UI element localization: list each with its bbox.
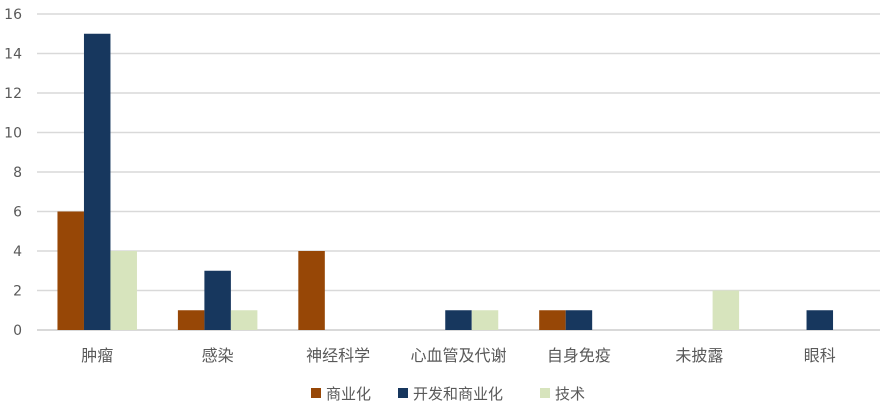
- bar-自身免疫-开发和商业化: [565, 310, 593, 330]
- bar-自身免疫-商业化: [539, 310, 566, 330]
- x-tick-label: 心血管及代谢: [410, 346, 506, 365]
- y-tick-label: 12: [4, 86, 22, 102]
- legend-label: 开发和商业化: [413, 385, 503, 403]
- y-axis-ticks: 0 2 4 6 8 10 12 14 16: [4, 7, 22, 339]
- y-tick-label: 2: [13, 284, 22, 300]
- x-tick-label: 神经科学: [306, 346, 370, 365]
- y-tick-label: 14: [4, 47, 22, 63]
- x-tick-label: 自身免疫: [547, 346, 611, 365]
- y-tick-label: 10: [4, 126, 22, 142]
- legend-label: 商业化: [326, 385, 371, 403]
- y-tick-label: 16: [4, 7, 22, 23]
- y-tick-label: 4: [13, 244, 22, 260]
- bar-肿瘤-商业化: [57, 211, 84, 330]
- bar-心血管及代谢-技术: [471, 310, 499, 330]
- legend-swatch: [540, 388, 550, 398]
- bar-感染-开发和商业化: [204, 270, 231, 330]
- bar-肿瘤-技术: [110, 251, 137, 330]
- legend-label: 技术: [555, 385, 585, 403]
- bar-神经科学-商业化: [298, 251, 325, 330]
- y-tick-label: 6: [13, 205, 22, 221]
- bar-心血管及代谢-开发和商业化: [445, 310, 472, 330]
- bar-感染-技术: [230, 310, 258, 330]
- y-tick-label: 8: [13, 165, 22, 181]
- y-tick-label: 0: [13, 323, 22, 339]
- x-axis-ticks: 肿瘤 感染 神经科学 心血管及代谢 自身免疫 未披露 眼科: [81, 346, 836, 365]
- bar-眼科-开发和商业化: [806, 310, 834, 330]
- bar-未披露-技术: [712, 290, 740, 330]
- bar-感染-商业化: [177, 310, 205, 330]
- legend: 商业化 开发和商业化 技术: [311, 385, 585, 403]
- bars: [57, 33, 834, 330]
- x-tick-label: 未披露: [675, 346, 723, 365]
- x-tick-label: 感染: [202, 346, 234, 365]
- legend-swatch: [311, 388, 321, 398]
- x-tick-label: 眼科: [804, 346, 836, 365]
- legend-swatch: [398, 388, 408, 398]
- x-tick-label: 肿瘤: [81, 346, 113, 365]
- gridlines: [37, 13, 880, 331]
- bar-肿瘤-开发和商业化: [83, 33, 111, 330]
